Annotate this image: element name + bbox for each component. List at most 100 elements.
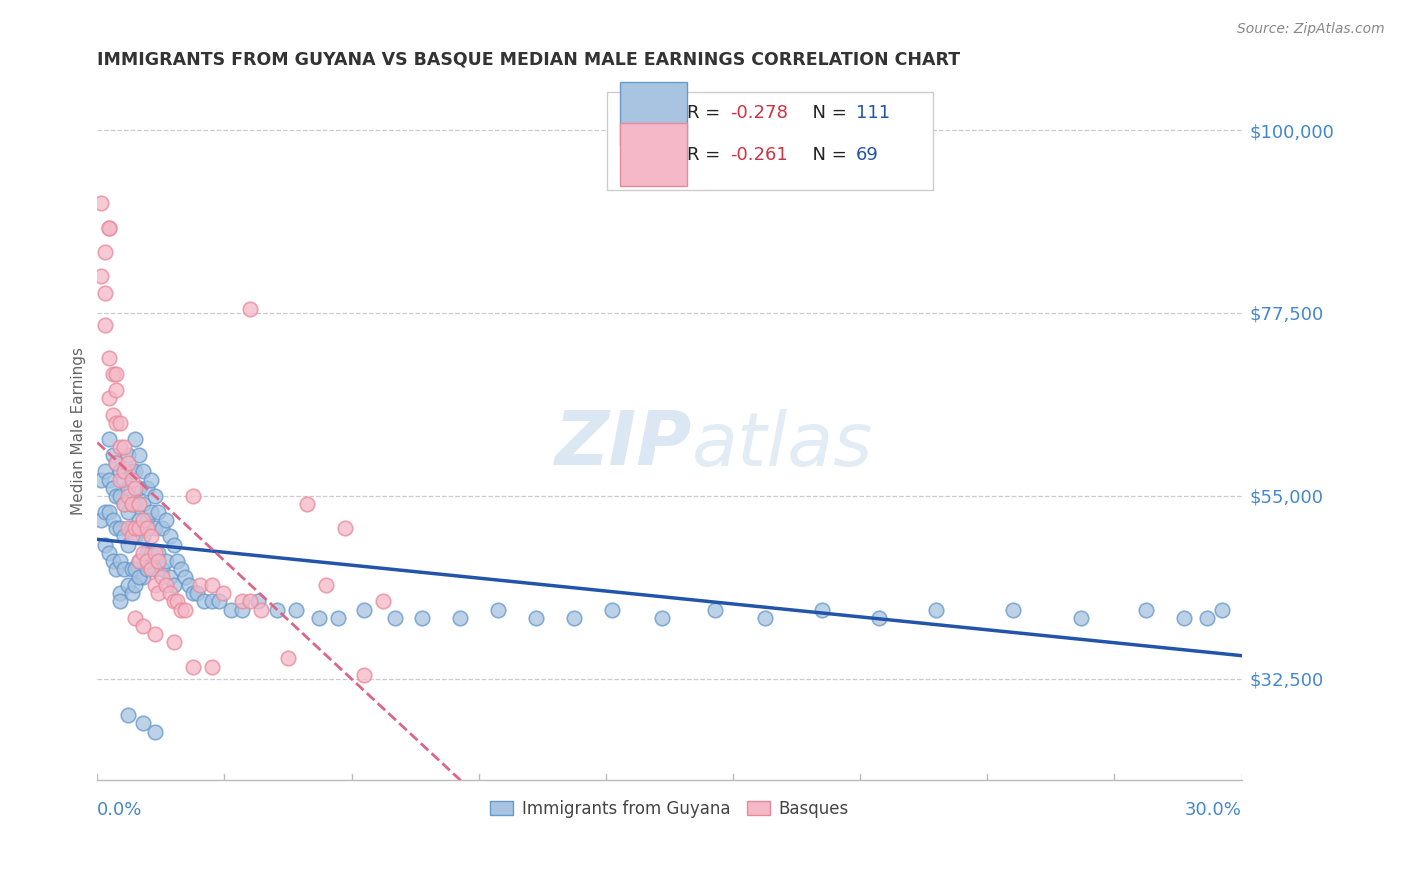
Point bbox=[239, 594, 262, 608]
Point bbox=[208, 594, 231, 608]
Point bbox=[121, 521, 143, 535]
Point bbox=[170, 562, 193, 576]
Point bbox=[335, 521, 357, 535]
Point bbox=[132, 465, 155, 479]
Point bbox=[97, 220, 120, 235]
Point bbox=[117, 505, 139, 519]
Point bbox=[97, 392, 120, 406]
Point bbox=[128, 554, 150, 568]
Point bbox=[112, 529, 135, 543]
Point bbox=[110, 416, 132, 430]
Point bbox=[136, 521, 159, 535]
Point bbox=[651, 611, 673, 625]
Point bbox=[1135, 602, 1157, 616]
Point bbox=[117, 448, 139, 462]
Point bbox=[170, 602, 193, 616]
Point bbox=[373, 594, 395, 608]
Point bbox=[117, 708, 139, 723]
Text: -0.261: -0.261 bbox=[730, 145, 787, 164]
Point bbox=[284, 602, 307, 616]
Text: R =: R = bbox=[686, 104, 725, 122]
Text: ZIP: ZIP bbox=[555, 409, 692, 482]
Point bbox=[132, 546, 155, 560]
Point bbox=[110, 586, 132, 600]
Point bbox=[110, 440, 132, 454]
Point bbox=[246, 594, 269, 608]
Point bbox=[124, 432, 146, 446]
Point bbox=[143, 562, 166, 576]
Point bbox=[181, 489, 204, 503]
Point bbox=[136, 513, 159, 527]
Point bbox=[139, 473, 162, 487]
Point bbox=[143, 724, 166, 739]
Point bbox=[308, 611, 330, 625]
Point bbox=[143, 521, 166, 535]
Text: IMMIGRANTS FROM GUYANA VS BASQUE MEDIAN MALE EARNINGS CORRELATION CHART: IMMIGRANTS FROM GUYANA VS BASQUE MEDIAN … bbox=[97, 51, 960, 69]
Point bbox=[868, 611, 890, 625]
Point bbox=[117, 489, 139, 503]
Point bbox=[124, 611, 146, 625]
Point bbox=[139, 505, 162, 519]
Point bbox=[90, 513, 112, 527]
Text: N =: N = bbox=[801, 104, 852, 122]
Point bbox=[150, 521, 173, 535]
Point bbox=[524, 611, 547, 625]
Point bbox=[143, 578, 166, 592]
Point bbox=[166, 554, 188, 568]
Point bbox=[117, 538, 139, 552]
Point bbox=[150, 570, 173, 584]
Point bbox=[159, 570, 181, 584]
Point bbox=[925, 602, 948, 616]
Point bbox=[128, 513, 150, 527]
Point bbox=[117, 521, 139, 535]
Point bbox=[162, 635, 184, 649]
Point bbox=[266, 602, 288, 616]
Point bbox=[97, 432, 120, 446]
Point bbox=[124, 529, 146, 543]
Point bbox=[143, 489, 166, 503]
Point bbox=[128, 497, 150, 511]
Point bbox=[177, 578, 200, 592]
Point bbox=[105, 489, 128, 503]
Point bbox=[121, 497, 143, 511]
Point bbox=[124, 497, 146, 511]
Point bbox=[110, 465, 132, 479]
Text: N =: N = bbox=[801, 145, 852, 164]
Point bbox=[128, 481, 150, 495]
Point bbox=[105, 456, 128, 470]
Legend: Immigrants from Guyana, Basques: Immigrants from Guyana, Basques bbox=[484, 793, 855, 824]
FancyBboxPatch shape bbox=[606, 92, 932, 190]
Point bbox=[105, 416, 128, 430]
Point bbox=[150, 562, 173, 576]
Point bbox=[166, 594, 188, 608]
Point bbox=[94, 285, 117, 300]
Point bbox=[186, 586, 208, 600]
Point bbox=[159, 586, 181, 600]
Point bbox=[353, 667, 375, 681]
Point bbox=[101, 513, 124, 527]
Text: 69: 69 bbox=[856, 145, 879, 164]
Point bbox=[181, 659, 204, 673]
Point bbox=[295, 497, 318, 511]
Point bbox=[101, 408, 124, 422]
Point bbox=[600, 602, 623, 616]
Text: -0.278: -0.278 bbox=[730, 104, 787, 122]
Point bbox=[97, 505, 120, 519]
Point bbox=[139, 562, 162, 576]
Y-axis label: Median Male Earnings: Median Male Earnings bbox=[72, 347, 86, 515]
Point bbox=[188, 578, 211, 592]
Text: 0.0%: 0.0% bbox=[97, 801, 143, 819]
Point bbox=[162, 538, 184, 552]
Point bbox=[201, 578, 224, 592]
Point bbox=[94, 465, 117, 479]
Point bbox=[97, 351, 120, 365]
Text: 111: 111 bbox=[856, 104, 890, 122]
Point bbox=[239, 301, 262, 316]
Point bbox=[132, 513, 155, 527]
Point bbox=[101, 367, 124, 381]
Point bbox=[1001, 602, 1024, 616]
Text: atlas: atlas bbox=[692, 409, 873, 481]
Point bbox=[1070, 611, 1092, 625]
FancyBboxPatch shape bbox=[620, 123, 686, 186]
Point bbox=[162, 578, 184, 592]
